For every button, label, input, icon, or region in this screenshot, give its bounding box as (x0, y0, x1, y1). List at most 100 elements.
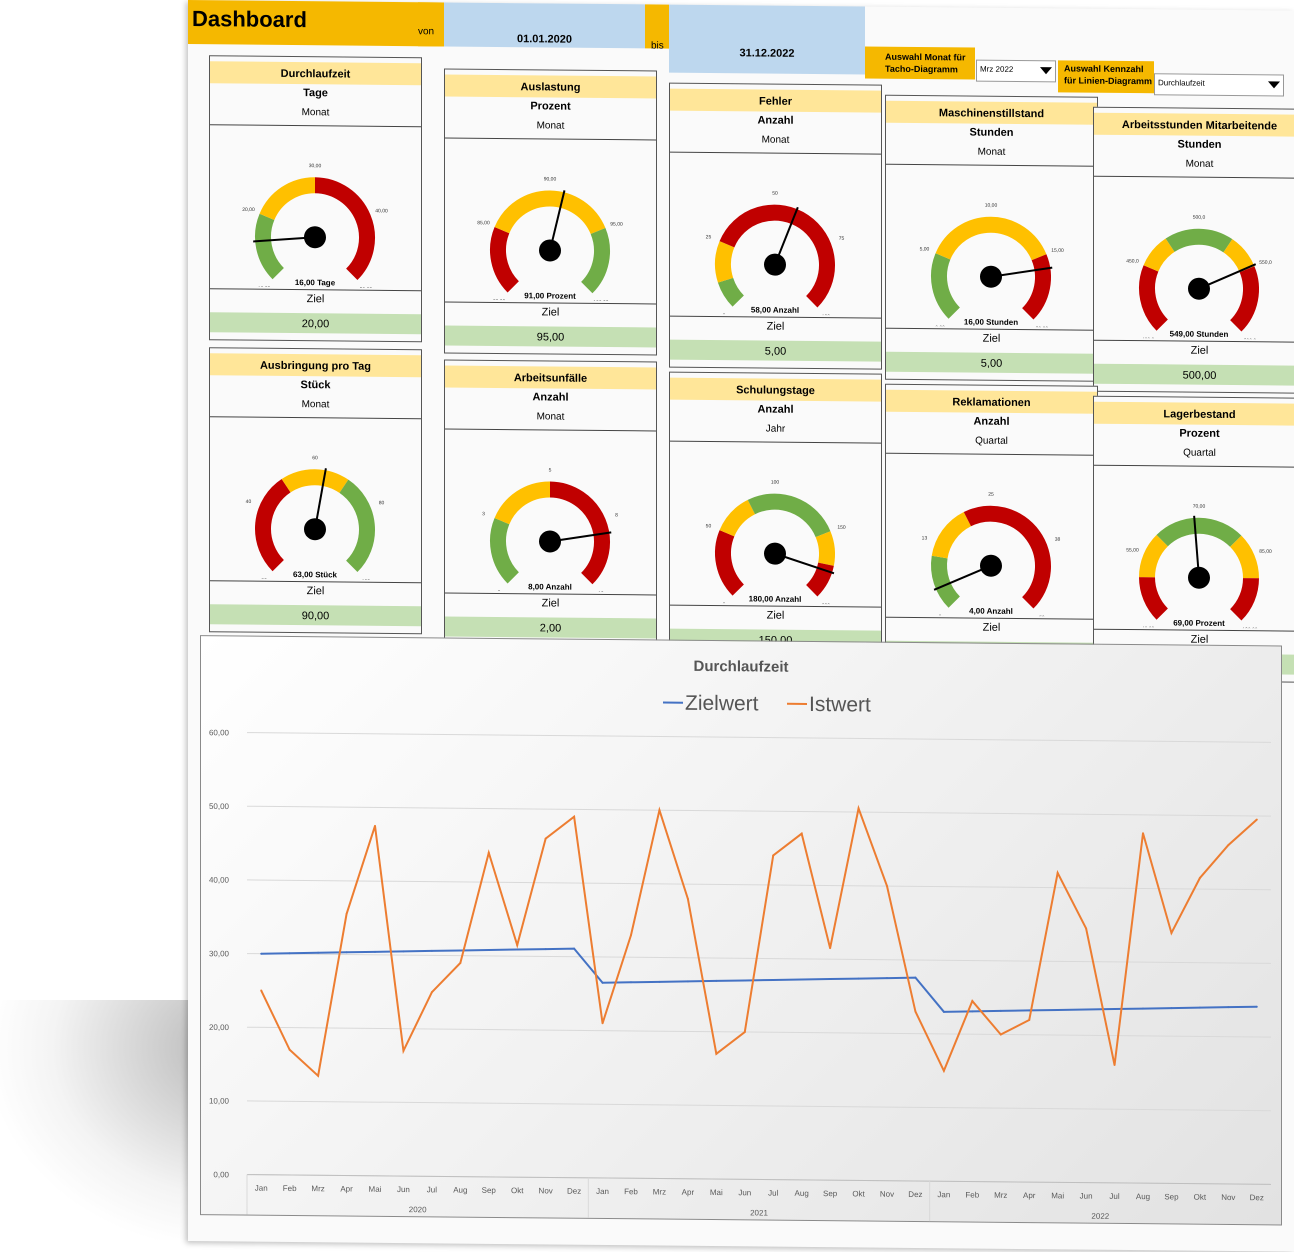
gauge-tick-label: 450,0 (1126, 258, 1139, 264)
data-point (545, 948, 547, 950)
gauge-band (502, 489, 550, 522)
date-to-field[interactable]: 31.12.2022 (669, 5, 865, 75)
gauge-band (344, 486, 367, 566)
gauge-band (939, 557, 954, 602)
x-tick-label: Nov (880, 1190, 894, 1199)
target-value: 90,00 (210, 604, 421, 626)
von-label: von (418, 26, 434, 37)
legend-label: Zielwert (685, 692, 759, 716)
data-point (346, 951, 348, 953)
data-point (886, 977, 888, 979)
x-tick-label: Sep (1164, 1192, 1179, 1201)
data-point (772, 854, 774, 856)
data-point (715, 980, 717, 982)
gauge-unit: Stunden (1094, 138, 1294, 152)
data-point (289, 952, 291, 954)
data-point (488, 949, 490, 951)
gauge-chart: 0132538504,00 Anzahl (886, 455, 1097, 617)
gauge-value-label: 180,00 Anzahl (749, 594, 802, 604)
gauge-tick-label: 150 (837, 525, 846, 531)
gauge-band (943, 224, 1039, 257)
data-point (914, 977, 916, 979)
gauge-band (823, 534, 827, 564)
grid-line (247, 954, 1271, 964)
data-point (374, 825, 376, 827)
data-point (1142, 832, 1144, 834)
gauge-tick-label: 15,00 (1051, 248, 1064, 254)
gauge-band (502, 198, 598, 231)
date-from-field[interactable]: 01.01.2020 (444, 2, 645, 48)
data-point (602, 1022, 604, 1024)
gauge-chart: 050100150200180,00 Anzahl (670, 443, 881, 605)
month-dropdown[interactable]: Mrz 2022 (976, 60, 1056, 83)
legend-label: Istwert (809, 693, 871, 717)
gauge-card: Fehler Anzahl Monat 025507510058,00 Anza… (669, 83, 882, 370)
chart-title: Durchlaufzeit (693, 658, 788, 676)
gauge-tick-label: 25 (706, 234, 712, 240)
divider (886, 328, 1097, 331)
x-tick-label: Apr (682, 1188, 695, 1197)
target-value: 95,00 (445, 325, 656, 347)
data-point (1199, 877, 1201, 879)
gauge-value-label: 69,00 Prozent (1173, 618, 1225, 627)
gauge-tick-label: 100 (362, 579, 371, 581)
gauge-tick-label: 50 (1039, 615, 1045, 617)
data-point (914, 1011, 916, 1013)
gauge-value-label: 549,00 Stunden (1170, 329, 1229, 339)
data-point (374, 951, 376, 953)
x-axis (247, 1175, 1271, 1185)
data-point (715, 1053, 717, 1055)
gauge-period: Monat (210, 398, 421, 411)
gauge-chart: 0358108,00 Anzahl (445, 430, 656, 592)
gauge-tick-label: 55,00 (1126, 547, 1139, 553)
gauge-band (286, 477, 344, 486)
grid-line (247, 806, 1271, 816)
gauge-tick-label: 13 (922, 535, 928, 541)
data-point (1085, 1008, 1087, 1010)
gauge-period: Quartal (886, 435, 1097, 448)
gauge-band (1028, 257, 1043, 314)
data-point (829, 978, 831, 980)
gauge-tick-label: 500,0 (1193, 215, 1206, 221)
bis-cell: bis (645, 4, 669, 48)
date-from-value: 01.01.2020 (444, 32, 645, 46)
gauge-tick-label: 100,00 (1242, 627, 1258, 629)
data-point (1114, 1064, 1116, 1066)
gauge-hub (1188, 278, 1210, 300)
month-dropdown-value: Mrz 2022 (980, 65, 1013, 74)
gauge-period: Monat (445, 119, 656, 132)
x-tick-label: Mrz (994, 1191, 1007, 1200)
data-point (545, 838, 547, 840)
divider (670, 605, 881, 608)
chevron-down-icon[interactable] (1268, 81, 1280, 88)
gauge-title: Arbeitsunfälle (445, 365, 656, 389)
gauge-tick-label: 3 (482, 511, 485, 517)
gauge-tick-label: 550,0 (1259, 260, 1272, 266)
data-point (402, 1050, 404, 1052)
x-tick-label: Jul (1109, 1192, 1119, 1201)
gauge-band (263, 485, 286, 565)
chevron-down-icon[interactable] (1040, 67, 1052, 74)
gauge-band (751, 501, 823, 534)
gauge-hub (764, 543, 786, 565)
target-value: 5,00 (670, 340, 881, 362)
data-point (431, 991, 433, 993)
data-point (687, 980, 689, 982)
x-tick-label: Jun (397, 1185, 410, 1194)
kpi-dropdown[interactable]: Durchlaufzeit (1154, 73, 1284, 96)
gauge-value-label: 91,00 Prozent (524, 291, 576, 300)
target-value: 2,00 (445, 616, 656, 638)
target-label: Ziel (670, 320, 881, 334)
gauge-unit: Anzahl (886, 415, 1097, 429)
gauge-title: Arbeitsstunden Mitarbeitende (1094, 113, 1294, 137)
page-title: Dashboard (192, 6, 307, 33)
dashboard-sheet: Dashboard von 01.01.2020 bis 31.12.2022 … (188, 0, 1294, 1252)
x-tick-label: Aug (453, 1186, 467, 1195)
gauge-tick-label: 8 (615, 513, 618, 519)
gauge-period: Monat (210, 106, 421, 119)
gauge-tick-label: 70,00 (1193, 504, 1206, 510)
gauge-tick-label: 85,00 (477, 220, 490, 226)
data-point (1227, 1006, 1229, 1008)
